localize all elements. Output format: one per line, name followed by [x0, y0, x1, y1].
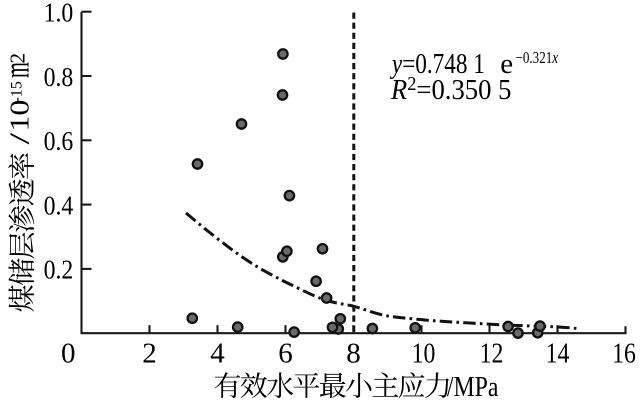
- svg-text:2: 2: [142, 338, 157, 370]
- svg-text:8: 8: [346, 338, 361, 370]
- svg-text:0.4: 0.4: [44, 190, 74, 221]
- svg-text:/: /: [5, 133, 35, 145]
- svg-text:0.6: 0.6: [44, 126, 74, 157]
- svg-text:16: 16: [612, 336, 636, 369]
- svg-text:0.8: 0.8: [44, 61, 74, 92]
- svg-text:10: 10: [6, 100, 35, 132]
- svg-text:2: 2: [6, 53, 30, 64]
- svg-text:0: 0: [61, 338, 76, 370]
- svg-text:1.0: 1.0: [44, 0, 74, 28]
- svg-text:14: 14: [546, 336, 570, 369]
- svg-text:4: 4: [210, 338, 225, 370]
- svg-text:y=0.748 1: y=0.748 1: [389, 48, 485, 80]
- svg-text:10: 10: [412, 336, 436, 369]
- svg-text:6: 6: [278, 338, 293, 370]
- svg-text:12: 12: [480, 336, 504, 369]
- svg-text:/MPa: /MPa: [447, 371, 499, 401]
- svg-text:-15: -15: [9, 81, 26, 102]
- svg-text:R2=0.350 5: R2=0.350 5: [390, 73, 512, 106]
- svg-text:−0.321x: −0.321x: [516, 48, 559, 67]
- svg-text:m: m: [0, 62, 37, 78]
- svg-text:0.2: 0.2: [44, 254, 74, 285]
- svg-text:e: e: [500, 48, 513, 80]
